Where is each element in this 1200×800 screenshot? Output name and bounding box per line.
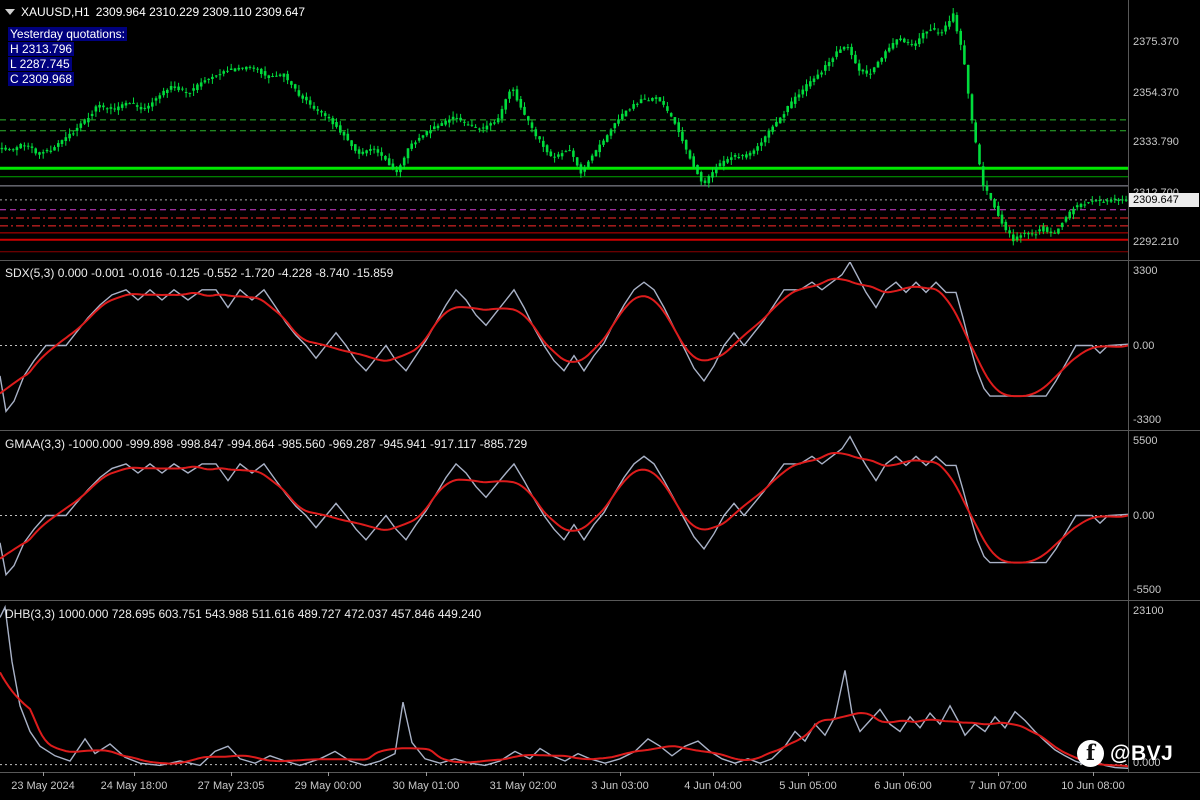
time-axis-separator xyxy=(0,772,1200,773)
indicator-axis-label: 23100 xyxy=(1133,605,1164,617)
panel-separator[interactable] xyxy=(0,430,1200,431)
indicator-axis-label: 0.00 xyxy=(1133,509,1155,522)
yesterday-quotations-title: Yesterday quotations: xyxy=(8,27,127,41)
yesterday-low: L 2287.745 xyxy=(8,57,72,71)
chart-title: XAUUSD,H1 2309.964 2310.229 2309.110 230… xyxy=(5,5,305,19)
time-axis-label: 3 Jun 03:00 xyxy=(591,780,649,792)
current-price-badge: 2309.647 xyxy=(1129,193,1199,207)
time-axis-label: 4 Jun 04:00 xyxy=(684,780,742,792)
dhb-indicator-label: DHB(3,3) 1000.000 728.695 603.751 543.98… xyxy=(5,607,481,621)
sdx-indicator-name: SDX(5,3) xyxy=(5,266,55,280)
price-axis-label: 2375.370 xyxy=(1133,36,1179,48)
time-axis-label: 7 Jun 07:00 xyxy=(969,780,1027,792)
price-axis-label: 2354.370 xyxy=(1133,87,1179,99)
sdx-indicator-label: SDX(5,3) 0.000 -0.001 -0.016 -0.125 -0.5… xyxy=(5,266,393,280)
ohlc-values: 2309.964 2310.229 2309.110 2309.647 xyxy=(95,5,306,19)
time-axis-tick xyxy=(998,772,999,776)
time-axis-tick xyxy=(523,772,524,776)
time-axis-tick xyxy=(808,772,809,776)
indicator-axis-label: -3300 xyxy=(1133,414,1162,426)
gmaa-indicator-label: GMAA(3,3) -1000.000 -999.898 -998.847 -9… xyxy=(5,437,527,451)
indicator-axis-label: 0.000 xyxy=(1133,757,1161,769)
time-axis-label: 6 Jun 06:00 xyxy=(874,780,932,792)
time-axis-tick xyxy=(231,772,232,776)
time-axis-label: 10 Jun 08:00 xyxy=(1061,780,1125,792)
dhb-indicator-name: DHB(3,3) xyxy=(5,607,56,621)
sdx-indicator-values: 0.000 -0.001 -0.016 -0.125 -0.552 -1.720… xyxy=(57,266,394,280)
watermark-handle: @BVJ xyxy=(1110,741,1174,765)
gmaa-indicator-chart[interactable] xyxy=(0,432,1128,599)
time-axis-label: 24 May 18:00 xyxy=(100,780,168,792)
dhb-indicator-chart[interactable] xyxy=(0,602,1128,772)
time-axis-tick xyxy=(43,772,44,776)
facebook-icon: f xyxy=(1077,740,1104,767)
price-axis-label: 2333.790 xyxy=(1133,136,1179,148)
symbol-label: XAUUSD,H1 xyxy=(21,5,90,19)
watermark: f @BVJ xyxy=(1077,740,1173,767)
panel-separator[interactable] xyxy=(0,260,1200,261)
time-axis-label: 27 May 23:05 xyxy=(197,780,265,792)
indicator-axis-label: 0.00 xyxy=(1133,339,1155,352)
price-axis-separator xyxy=(1128,0,1129,772)
sdx-indicator-chart[interactable] xyxy=(0,262,1128,429)
yesterday-quotations: Yesterday quotations: H 2313.796 L 2287.… xyxy=(8,27,127,87)
time-axis-tick xyxy=(903,772,904,776)
time-axis-tick xyxy=(713,772,714,776)
panel-separator[interactable] xyxy=(0,600,1200,601)
symbol-dropdown-icon[interactable] xyxy=(5,9,15,15)
time-axis-tick xyxy=(328,772,329,776)
time-axis-label: 31 May 02:00 xyxy=(489,780,557,792)
time-axis-label: 23 May 2024 xyxy=(11,780,75,792)
time-axis-tick xyxy=(134,772,135,776)
time-axis-label: 30 May 01:00 xyxy=(392,780,460,792)
dhb-indicator-values: 1000.000 728.695 603.751 543.988 511.616… xyxy=(58,607,482,621)
price-axis-label: 2292.210 xyxy=(1133,236,1179,248)
gmaa-indicator-name: GMAA(3,3) xyxy=(5,437,66,451)
time-axis-tick xyxy=(426,772,427,776)
time-axis-tick xyxy=(620,772,621,776)
indicator-axis-label: 5500 xyxy=(1133,435,1158,447)
indicator-axis-label: 3300 xyxy=(1133,265,1158,277)
time-axis-tick xyxy=(1093,772,1094,776)
time-axis-label: 29 May 00:00 xyxy=(294,780,362,792)
indicator-axis-label: -5500 xyxy=(1133,584,1162,596)
gmaa-indicator-values: -1000.000 -999.898 -998.847 -994.864 -98… xyxy=(68,437,528,451)
yesterday-high: H 2313.796 xyxy=(8,42,75,56)
yesterday-close: C 2309.968 xyxy=(8,72,75,86)
time-axis-label: 5 Jun 05:00 xyxy=(779,780,837,792)
main-price-chart[interactable] xyxy=(0,0,1128,259)
